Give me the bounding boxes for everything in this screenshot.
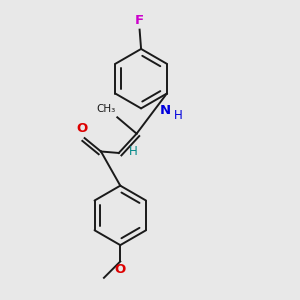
Text: O: O (76, 122, 88, 134)
Text: N: N (160, 104, 171, 117)
Text: H: H (129, 145, 138, 158)
Text: CH₃: CH₃ (97, 104, 116, 114)
Text: O: O (115, 263, 126, 276)
Text: F: F (135, 14, 144, 27)
Text: H: H (174, 109, 183, 122)
